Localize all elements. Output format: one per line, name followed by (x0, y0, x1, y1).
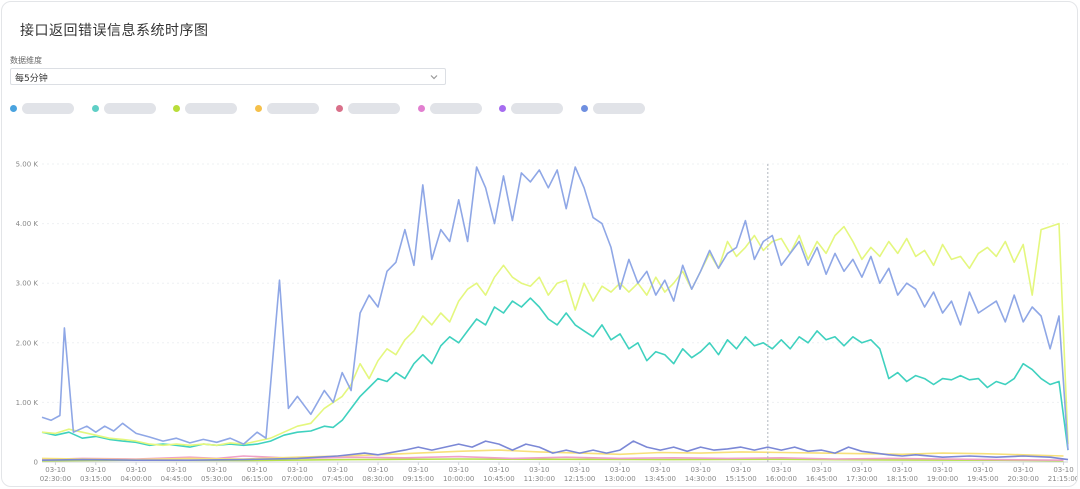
x-tick-date: 03-10 (811, 466, 831, 474)
x-tick-date: 03-10 (86, 466, 106, 474)
x-tick-date: 03-10 (287, 466, 307, 474)
x-tick-date: 03-10 (852, 466, 872, 474)
x-tick-label: 16:00:00 (766, 475, 797, 483)
x-tick-date: 03-10 (932, 466, 952, 474)
x-tick-date: 03-10 (1053, 466, 1073, 474)
dimension-select[interactable]: 每5分钟 (10, 68, 446, 85)
y-tick-label: 0 (34, 459, 38, 467)
legend-label (348, 103, 400, 114)
x-tick-label: 09:15:00 (403, 475, 434, 483)
x-tick-date: 03-10 (610, 466, 630, 474)
y-tick-label: 2.00 K (16, 339, 39, 347)
legend-label (429, 103, 482, 114)
x-tick-date: 03-10 (166, 466, 186, 474)
x-tick-label: 15:15:00 (725, 475, 756, 483)
x-tick-label: 19:00:00 (927, 475, 958, 483)
x-tick-label: 02:30:00 (40, 475, 71, 483)
legend-dot (10, 105, 17, 112)
x-tick-date: 03-10 (449, 466, 469, 474)
y-tick-label: 5.00 K (16, 161, 39, 169)
x-tick-date: 03-10 (45, 466, 65, 474)
x-tick-label: 10:00:00 (443, 475, 474, 483)
y-tick-label: 3.00 K (16, 280, 39, 288)
y-tick-label: 1.00 K (16, 399, 39, 407)
x-tick-label: 05:30:00 (201, 475, 232, 483)
x-tick-date: 03-10 (690, 466, 710, 474)
chevron-down-icon (430, 75, 438, 80)
legend-dot (91, 105, 99, 112)
x-tick-date: 03-10 (731, 466, 751, 474)
legend-label (511, 103, 563, 114)
dimension-select-value: 每5分钟 (15, 74, 48, 84)
legend-dot (499, 105, 506, 112)
x-tick-label: 06:15:00 (241, 475, 272, 483)
x-tick-label: 13:45:00 (645, 475, 676, 483)
x-tick-date: 03-10 (489, 466, 509, 474)
x-tick-label: 17:30:00 (846, 475, 877, 483)
series-line (41, 222, 1069, 447)
line-chart: 01.00 K2.00 K3.00 K4.00 K5.00 K03-1002:3… (16, 161, 1078, 484)
x-tick-label: 12:15:00 (564, 475, 595, 483)
page-title: 接口返回错误信息系统时序图 (20, 23, 209, 39)
x-tick-label: 03:15:00 (80, 475, 111, 483)
x-tick-date: 03-10 (126, 466, 146, 474)
x-tick-date: 03-10 (408, 466, 428, 474)
x-tick-label: 04:45:00 (161, 475, 192, 483)
series-line (41, 297, 1069, 451)
x-tick-label: 13:00:00 (604, 475, 635, 483)
x-tick-date: 03-10 (650, 466, 670, 474)
x-tick-label: 21:15:00 (1048, 475, 1078, 483)
y-tick-label: 4.00 K (16, 220, 39, 228)
x-tick-date: 03-10 (771, 466, 791, 474)
x-tick-date: 03-10 (1013, 466, 1033, 474)
x-tick-label: 18:15:00 (887, 475, 918, 483)
x-tick-label: 08:30:00 (362, 475, 393, 483)
x-tick-date: 03-10 (207, 466, 227, 474)
x-tick-label: 07:45:00 (322, 475, 353, 483)
x-tick-date: 03-10 (973, 466, 993, 474)
legend-label (185, 103, 237, 114)
chart-legend (2, 102, 702, 116)
x-tick-label: 04:00:00 (120, 475, 151, 483)
x-tick-label: 16:45:00 (806, 475, 837, 483)
x-tick-date: 03-10 (529, 466, 549, 474)
legend-label (592, 103, 645, 114)
x-tick-label: 10:45:00 (483, 475, 514, 483)
x-tick-label: 14:30:00 (685, 475, 716, 483)
x-tick-date: 03-10 (368, 466, 388, 474)
legend-label (22, 103, 74, 114)
series-line (41, 455, 1064, 461)
x-tick-label: 07:00:00 (282, 475, 313, 483)
x-tick-date: 03-10 (892, 466, 912, 474)
x-tick-label: 11:30:00 (524, 475, 555, 483)
legend-dot (254, 105, 262, 112)
legend-label (266, 103, 319, 114)
legend-dot (336, 105, 343, 112)
x-tick-date: 03-10 (569, 466, 589, 474)
x-tick-date: 03-10 (328, 466, 348, 474)
legend-dot (173, 105, 180, 112)
x-tick-label: 20:30:00 (1007, 475, 1038, 483)
series-line (41, 166, 1069, 451)
legend-label (103, 103, 156, 114)
series-line (41, 440, 1069, 462)
legend-dot (417, 105, 425, 112)
dimension-label: 数据维度 (10, 56, 42, 65)
legend-dot (580, 105, 588, 112)
x-tick-date: 03-10 (247, 466, 267, 474)
x-tick-label: 19:45:00 (967, 475, 998, 483)
